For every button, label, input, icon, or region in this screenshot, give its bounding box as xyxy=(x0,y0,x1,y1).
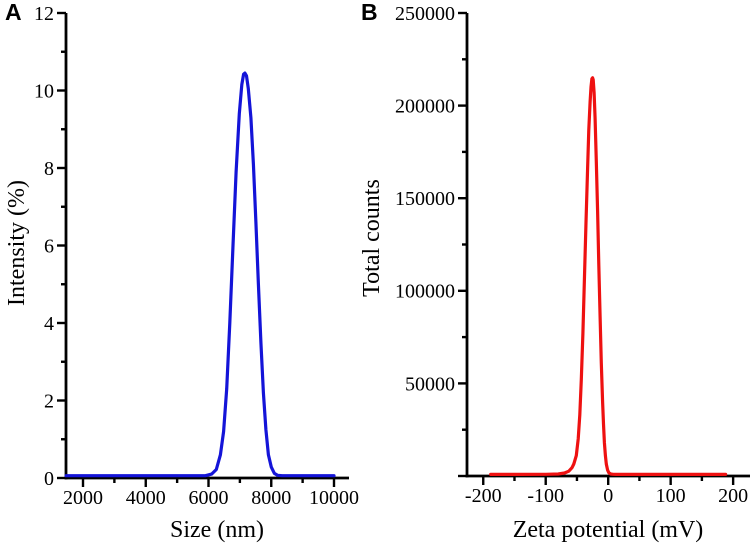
y-tick-label: 8 xyxy=(44,158,54,180)
y-tick-label: 100000 xyxy=(395,281,455,303)
y-tick-label: 50000 xyxy=(405,373,455,395)
y-tick-label: 12 xyxy=(34,3,54,25)
panel-a-y-axis-title: Intensity (%) xyxy=(4,180,30,306)
y-tick-label: 200000 xyxy=(395,96,455,118)
panel-b-letter: B xyxy=(361,0,378,25)
y-tick-label: 6 xyxy=(44,235,54,257)
x-tick-label: 200 xyxy=(718,485,748,507)
x-tick-label: 4000 xyxy=(126,487,166,509)
x-tick-label: 100 xyxy=(656,485,686,507)
x-tick-label: 0 xyxy=(603,485,613,507)
x-tick-label: -200 xyxy=(465,485,502,507)
panel-b-plot: -200 -100 0 100 200 50000 100000 150000 200000 25… xyxy=(395,3,750,507)
y-tick-label: 0 xyxy=(44,468,54,490)
panel-b-y-axis-title: Total counts xyxy=(359,179,385,297)
panel-a-plot: 2000 4000 6000 8000 10000 0 2 4 6 8 10 12 xyxy=(34,3,359,509)
x-tick-label: 6000 xyxy=(189,487,229,509)
y-tick-label: 10 xyxy=(34,80,54,102)
panel-a-letter: A xyxy=(5,0,22,25)
y-tick-label: 2 xyxy=(44,390,54,412)
x-tick-label: 10000 xyxy=(309,487,359,509)
y-tick-label: 4 xyxy=(44,313,54,335)
x-tick-label: -100 xyxy=(527,485,564,507)
y-tick-label: 250000 xyxy=(395,3,455,25)
series-line-zeta-potential-distribution xyxy=(489,76,728,476)
panel-a-x-axis-title: Size (nm) xyxy=(170,517,264,543)
panel-b-x-axis-title: Zeta potential (mV) xyxy=(512,517,704,543)
x-tick-label: 8000 xyxy=(251,487,291,509)
x-tick-label: 2000 xyxy=(63,487,103,509)
y-tick-label: 150000 xyxy=(395,188,455,210)
series-line-intensity-distribution xyxy=(64,71,336,478)
